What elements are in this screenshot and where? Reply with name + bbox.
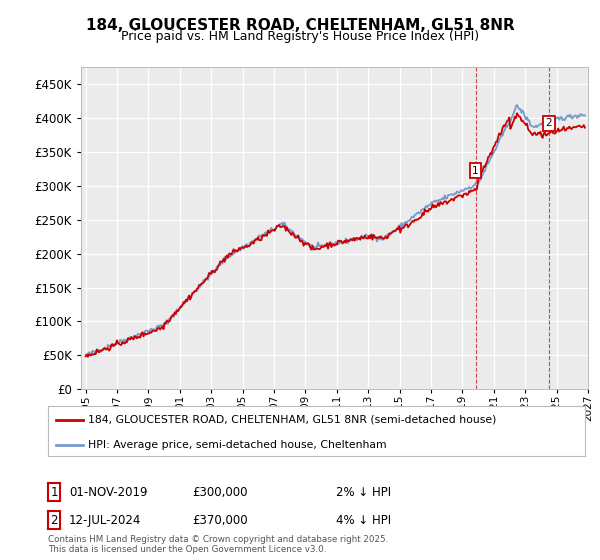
Text: 1: 1 [50,486,58,499]
Text: Contains HM Land Registry data © Crown copyright and database right 2025.
This d: Contains HM Land Registry data © Crown c… [48,535,388,554]
Text: 2: 2 [50,514,58,527]
Text: 184, GLOUCESTER ROAD, CHELTENHAM, GL51 8NR: 184, GLOUCESTER ROAD, CHELTENHAM, GL51 8… [86,18,514,33]
Text: HPI: Average price, semi-detached house, Cheltenham: HPI: Average price, semi-detached house,… [88,440,387,450]
Text: 2: 2 [545,118,552,128]
Text: £300,000: £300,000 [192,486,248,499]
Text: 12-JUL-2024: 12-JUL-2024 [69,514,142,527]
Text: 184, GLOUCESTER ROAD, CHELTENHAM, GL51 8NR (semi-detached house): 184, GLOUCESTER ROAD, CHELTENHAM, GL51 8… [88,414,497,424]
Text: Price paid vs. HM Land Registry's House Price Index (HPI): Price paid vs. HM Land Registry's House … [121,30,479,43]
Text: 2% ↓ HPI: 2% ↓ HPI [336,486,391,499]
Text: 4% ↓ HPI: 4% ↓ HPI [336,514,391,527]
Text: £370,000: £370,000 [192,514,248,527]
Text: 1: 1 [472,166,479,176]
Text: 01-NOV-2019: 01-NOV-2019 [69,486,148,499]
